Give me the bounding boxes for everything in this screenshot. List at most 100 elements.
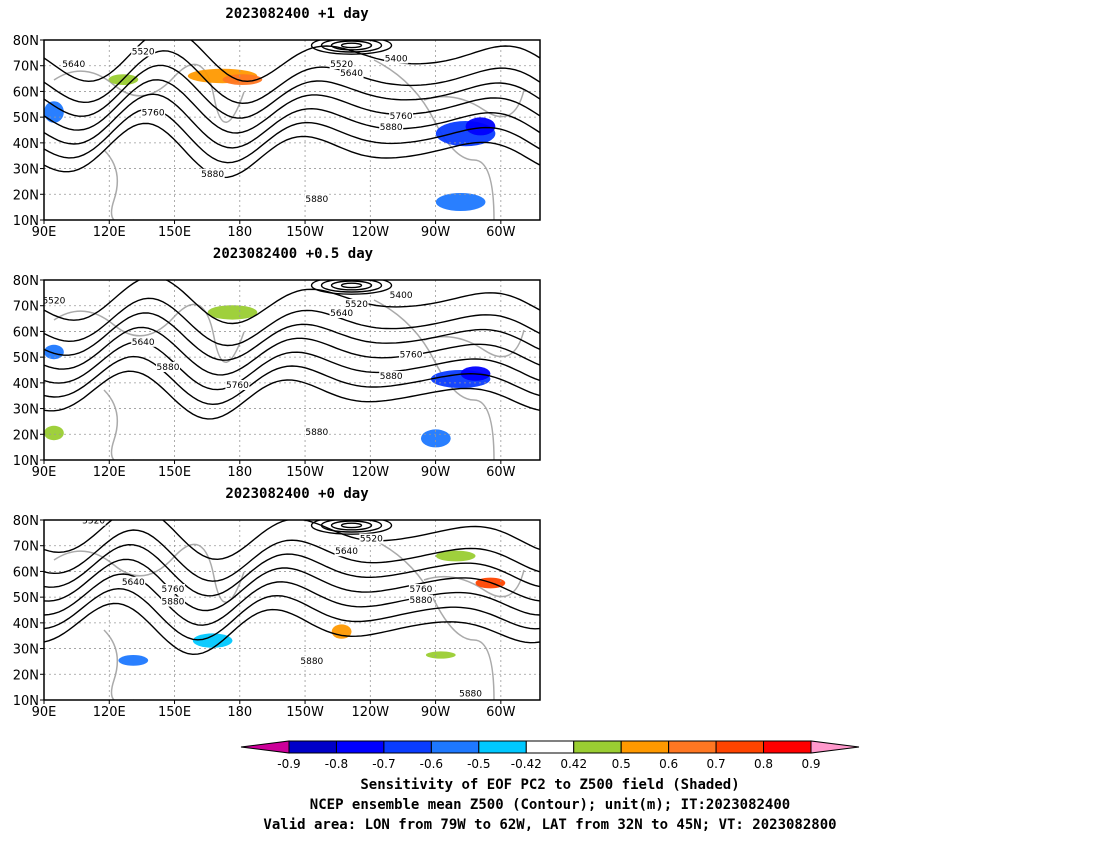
lat-label: 80N	[13, 274, 39, 289]
z500-contour	[44, 341, 540, 391]
z500-contour	[44, 355, 540, 406]
contour-label: 5880	[380, 123, 403, 133]
lat-label: 30N	[13, 163, 39, 178]
lon-label: 90E	[32, 225, 57, 240]
caption-valid-area: Valid area: LON from 79W to 62W, LAT fro…	[263, 817, 837, 833]
lon-label: 180	[227, 465, 252, 480]
contour-label: 5640	[62, 60, 85, 70]
colorbar-segment	[430, 740, 480, 754]
lon-label: 150E	[158, 705, 191, 720]
contour-label: 5640	[132, 338, 155, 348]
contour-label: 5880	[410, 596, 433, 606]
lon-label: 120E	[93, 705, 126, 720]
lon-label: 60W	[486, 225, 516, 240]
lat-label: 10N	[13, 694, 39, 709]
colorbar-tick-label: 0.8	[754, 757, 773, 771]
z500-contour	[44, 520, 540, 561]
colorbar-tick-label: 0.9	[801, 757, 820, 771]
lat-label: 50N	[13, 111, 39, 126]
sensitivity-shading	[435, 193, 486, 211]
z500-contour	[310, 40, 393, 55]
z500-contour	[44, 93, 540, 149]
lat-label: 50N	[13, 591, 39, 606]
z500-contour	[320, 280, 383, 293]
colorbar-segment	[478, 740, 527, 754]
contour-label: 5400	[385, 55, 408, 65]
colorbar-tick-label: -0.42	[511, 757, 542, 771]
contour-label: 5880	[157, 363, 180, 373]
lon-label: 120W	[351, 705, 389, 720]
z500-contour	[310, 280, 393, 295]
lon-label: 150W	[286, 225, 324, 240]
contour-label: 5760	[400, 350, 423, 360]
colorbar-tick-label: -0.8	[325, 757, 348, 771]
lon-label: 120W	[351, 465, 389, 480]
lon-label: 150E	[158, 465, 191, 480]
lat-label: 40N	[13, 377, 39, 392]
contour-label: 5760	[142, 109, 165, 119]
map-panel: 5520 5520 5400 5640 5640 5760 5880 5760 5880 5880…	[13, 274, 541, 480]
coastline	[53, 59, 525, 220]
lat-label: 50N	[13, 351, 39, 366]
contour-label: 5880	[380, 372, 403, 382]
lat-label: 20N	[13, 428, 39, 443]
z500-contour	[44, 326, 540, 376]
contour-label: 5520	[330, 60, 353, 70]
z500-contour	[44, 280, 540, 325]
lon-label: 150W	[286, 465, 324, 480]
contour-label: 5520	[82, 517, 105, 527]
contour-label: 5880	[305, 428, 328, 438]
lon-label: 120E	[93, 225, 126, 240]
colorbar-segment	[525, 740, 575, 754]
z500-contour	[340, 522, 363, 529]
colorbar-tick-label: -0.5	[467, 757, 490, 771]
z500-contour	[320, 520, 383, 533]
lat-label: 70N	[13, 60, 39, 75]
sensitivity-shading	[118, 655, 149, 666]
panel-title-1: 2023082400 +1 day	[225, 6, 369, 22]
lat-label: 80N	[13, 514, 39, 529]
z500-contour	[44, 573, 540, 626]
lon-label: 60W	[486, 465, 516, 480]
z500-contour	[44, 64, 540, 119]
sensitivity-shading	[425, 651, 456, 659]
colorbar-segment	[715, 740, 765, 754]
z500-contour	[44, 297, 540, 347]
lon-label: 180	[227, 225, 252, 240]
z500-contour	[44, 312, 540, 361]
colorbar-segment	[573, 740, 622, 754]
colorbar-tick-label: 0.6	[659, 757, 678, 771]
lat-label: 70N	[13, 300, 39, 315]
contour-label: 5640	[340, 69, 363, 79]
colorbar-high-arrow	[810, 740, 860, 754]
lat-label: 70N	[13, 540, 39, 555]
z500-contour	[340, 282, 363, 289]
z500-contour	[44, 79, 540, 134]
colorbar: -0.9 -0.8 -0.7 -0.6 -0.5 -0.42 0.42 0.5 0.6 0.7 0.…	[240, 740, 860, 771]
z500-contour	[44, 543, 540, 597]
lon-label: 90E	[32, 465, 57, 480]
caption-shading: Sensitivity of EOF PC2 to Z500 field (Sh…	[360, 777, 740, 793]
contour-label: 5520	[345, 300, 368, 310]
z500-contour	[44, 40, 540, 83]
sensitivity-shading	[192, 633, 233, 648]
lat-label: 10N	[13, 454, 39, 469]
lon-label: 60W	[486, 705, 516, 720]
lat-label: 40N	[13, 137, 39, 152]
map-frame	[43, 519, 541, 701]
lon-label: 90E	[32, 705, 57, 720]
z500-contour	[340, 42, 363, 49]
contour-label: 5760	[162, 585, 185, 595]
lat-label: 40N	[13, 617, 39, 632]
z500-contour	[44, 558, 540, 612]
colorbar-tick-label: 0.7	[707, 757, 726, 771]
z500-contour	[330, 40, 373, 51]
sensitivity-shading	[331, 624, 352, 639]
z500-contour	[330, 280, 373, 291]
lat-label: 30N	[13, 403, 39, 418]
panel-title-2: 2023082400 +0.5 day	[212, 246, 374, 262]
contour-label: 5880	[201, 170, 224, 180]
